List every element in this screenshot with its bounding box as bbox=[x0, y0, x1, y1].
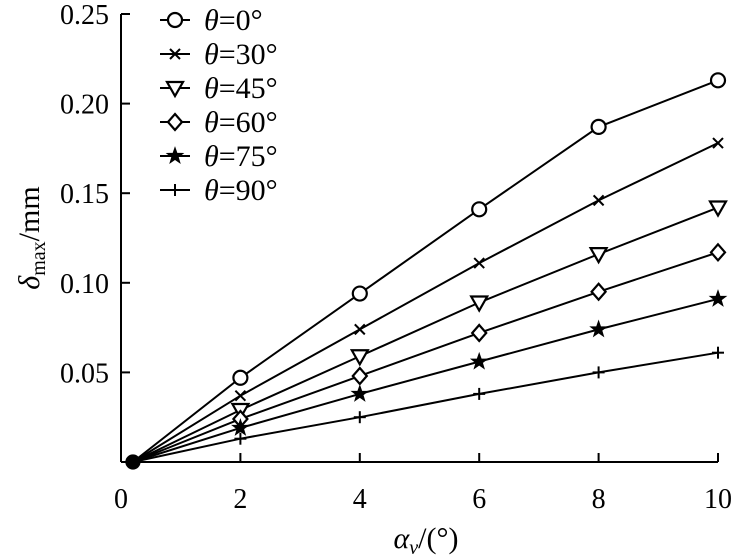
marker-stroke bbox=[473, 257, 485, 269]
series-line bbox=[132, 79, 719, 463]
data-point-marker bbox=[234, 389, 247, 402]
data-point-marker bbox=[589, 319, 608, 338]
data-point-marker bbox=[590, 118, 607, 135]
y-axis-label: δmax/mm bbox=[13, 186, 50, 289]
data-point-marker bbox=[473, 257, 485, 269]
series-line bbox=[132, 297, 719, 463]
legend-item: θ=60° bbox=[160, 106, 278, 139]
data-point-marker bbox=[349, 349, 370, 367]
legend-label: θ=60° bbox=[204, 106, 278, 139]
data-point-marker bbox=[473, 387, 486, 400]
marker-stroke bbox=[234, 389, 247, 402]
y-tick-label: 0.15 bbox=[60, 179, 109, 210]
legend-label: θ=30° bbox=[204, 38, 278, 71]
legend-marker bbox=[166, 11, 184, 29]
data-point-marker bbox=[353, 411, 366, 424]
series-1 bbox=[132, 137, 724, 463]
x-tick-label: 2 bbox=[233, 484, 247, 515]
legend-label: θ=45° bbox=[204, 72, 278, 105]
legend-label: θ=90° bbox=[204, 174, 278, 207]
x-tick-label: 6 bbox=[472, 484, 486, 515]
legend-item: θ=90° bbox=[160, 174, 278, 207]
data-point-marker bbox=[470, 323, 488, 343]
series-4 bbox=[132, 289, 728, 463]
data-point-marker bbox=[712, 137, 724, 149]
legend-item: θ=75° bbox=[160, 140, 278, 173]
data-point-marker bbox=[590, 282, 608, 302]
data-point-marker bbox=[350, 384, 370, 402]
data-point-marker bbox=[354, 323, 366, 336]
data-point-marker bbox=[708, 289, 728, 307]
data-point-marker bbox=[469, 351, 489, 370]
series-line bbox=[132, 206, 719, 463]
x-tick-label: 0 bbox=[114, 484, 128, 515]
data-point-marker bbox=[471, 201, 488, 218]
y-tick-label: 0.25 bbox=[60, 0, 109, 31]
legend-marker bbox=[169, 48, 181, 60]
data-point-marker bbox=[588, 247, 609, 265]
marker-stroke bbox=[354, 323, 366, 336]
axes: 0 2 4 6 8 10 0.05 0.10 0.15 0.20 0.25 bbox=[60, 0, 732, 515]
legend-marker bbox=[165, 80, 185, 99]
legend-marker bbox=[166, 112, 184, 132]
y-tick-label: 0.20 bbox=[60, 90, 109, 121]
legend-label: θ=0° bbox=[204, 4, 263, 37]
data-point-marker bbox=[592, 366, 605, 379]
marker-stroke bbox=[592, 194, 605, 207]
x-tick-label: 10 bbox=[704, 484, 732, 515]
legend: θ=0°θ=30°θ=45°θ=60°θ=75°θ=90° bbox=[160, 4, 278, 207]
legend-marker bbox=[169, 184, 181, 196]
series-5 bbox=[132, 346, 724, 463]
origin-point bbox=[125, 454, 141, 470]
data-point-marker bbox=[234, 432, 247, 445]
axis-labels: αv/(°) δmax/mm bbox=[13, 186, 458, 559]
data-point-marker bbox=[351, 366, 369, 386]
data-point-marker bbox=[469, 295, 490, 313]
legend-item: θ=0° bbox=[160, 4, 263, 37]
series-3 bbox=[132, 242, 727, 463]
legend-marker bbox=[165, 146, 185, 164]
y-tick-label: 0.05 bbox=[60, 358, 109, 389]
series-line bbox=[132, 142, 719, 463]
series-2 bbox=[132, 200, 728, 463]
data-point-marker bbox=[708, 200, 728, 218]
data-point-marker bbox=[351, 285, 368, 302]
y-tick-label: 0.10 bbox=[60, 269, 109, 300]
data-point-marker bbox=[592, 194, 605, 207]
data-point-marker bbox=[231, 418, 250, 436]
data-point-marker bbox=[709, 242, 727, 263]
data-point-marker bbox=[232, 369, 249, 386]
marker-stroke bbox=[169, 48, 181, 60]
x-tick-label: 4 bbox=[353, 484, 367, 515]
series-layer bbox=[125, 72, 728, 470]
legend-label: θ=75° bbox=[204, 140, 278, 173]
legend-item: θ=45° bbox=[160, 72, 278, 105]
data-point-marker bbox=[709, 72, 727, 89]
x-axis-label: αv/(°) bbox=[394, 522, 459, 559]
series-line bbox=[132, 251, 719, 463]
series-line bbox=[132, 351, 719, 463]
x-tick-label: 8 bbox=[592, 484, 606, 515]
marker-stroke bbox=[712, 137, 724, 149]
legend-item: θ=30° bbox=[160, 38, 278, 71]
data-point-marker bbox=[712, 346, 724, 359]
series-0 bbox=[132, 72, 727, 463]
